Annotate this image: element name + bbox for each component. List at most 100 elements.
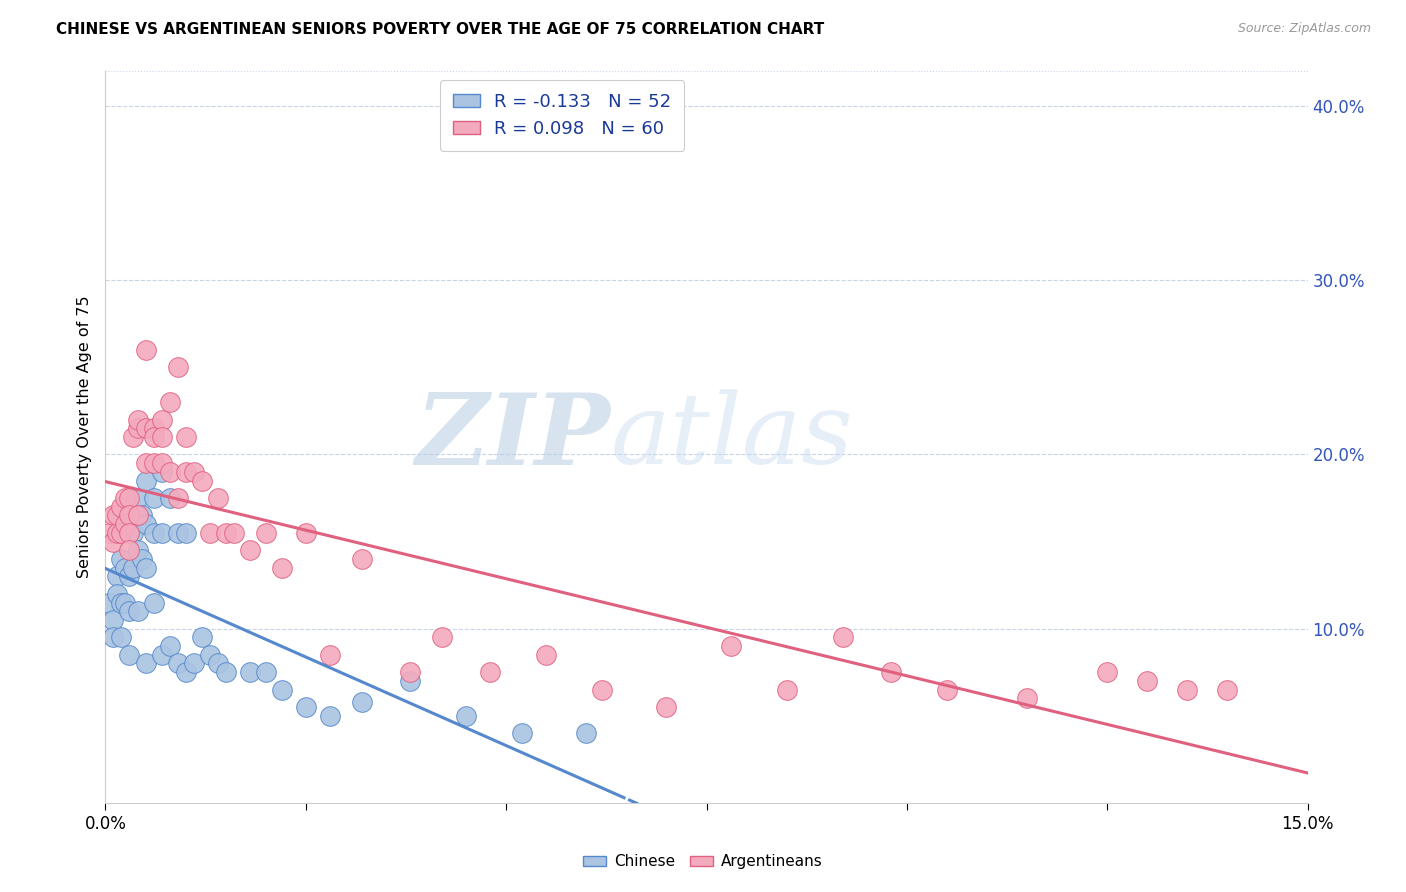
Point (107, 508, 129, 523)
Point (591, 682, 613, 697)
Point (114, 491, 136, 505)
Point (174, 465, 197, 479)
Point (127, 491, 149, 505)
Point (142, 491, 165, 505)
Point (122, 430, 145, 444)
Point (159, 465, 181, 479)
Point (166, 491, 188, 505)
Point (150, 648, 173, 662)
Point (107, 587, 129, 601)
Point (198, 525, 221, 540)
Point (135, 560, 157, 574)
Point (122, 525, 145, 540)
Point (880, 665, 903, 680)
Point (110, 552, 132, 566)
Point (655, 700, 678, 714)
Point (270, 560, 292, 574)
Point (114, 517, 136, 532)
Text: ZIP: ZIP (415, 389, 610, 485)
Point (118, 569, 141, 583)
Point (110, 631, 132, 645)
Point (198, 648, 221, 662)
Point (174, 665, 197, 680)
Point (166, 360, 188, 375)
Point (118, 604, 141, 618)
Point (720, 639, 742, 653)
Point (190, 474, 212, 488)
Point (510, 726, 533, 740)
Point (776, 682, 799, 697)
Point (430, 631, 453, 645)
Point (239, 543, 262, 558)
Point (142, 525, 165, 540)
Point (319, 708, 342, 723)
Point (135, 657, 157, 671)
Point (254, 665, 277, 680)
Point (254, 525, 277, 540)
Point (936, 682, 959, 697)
Point (114, 595, 136, 609)
Point (103, 534, 125, 549)
Point (575, 726, 598, 740)
Point (118, 543, 141, 558)
Point (183, 465, 205, 479)
Point (270, 682, 292, 697)
Point (159, 491, 181, 505)
Point (107, 525, 129, 540)
Point (103, 508, 125, 523)
Point (534, 648, 557, 662)
Point (142, 430, 165, 444)
Point (150, 412, 173, 426)
Point (114, 560, 136, 574)
Point (399, 665, 422, 680)
Point (142, 421, 165, 435)
Point (190, 631, 212, 645)
Point (174, 430, 197, 444)
Point (159, 395, 181, 409)
Point (1216, 682, 1239, 697)
Point (174, 525, 197, 540)
Point (118, 491, 141, 505)
Point (150, 465, 173, 479)
Point (831, 631, 853, 645)
Point (98, 525, 121, 540)
Point (135, 474, 157, 488)
Point (1177, 682, 1199, 697)
Point (207, 491, 229, 505)
Point (1136, 673, 1159, 688)
Point (454, 708, 477, 723)
Point (131, 508, 153, 523)
Point (214, 525, 236, 540)
Point (150, 525, 173, 540)
Point (479, 665, 502, 680)
Point (118, 525, 141, 540)
Point (142, 456, 165, 470)
Point (103, 631, 125, 645)
Point (127, 604, 149, 618)
Point (319, 648, 342, 662)
Point (135, 421, 157, 435)
Text: Source: ZipAtlas.com: Source: ZipAtlas.com (1237, 22, 1371, 36)
Point (150, 456, 173, 470)
Point (103, 613, 125, 627)
Point (127, 421, 149, 435)
Point (135, 517, 157, 532)
Point (127, 508, 149, 523)
Point (118, 525, 141, 540)
Point (122, 560, 145, 574)
Point (150, 430, 173, 444)
Point (127, 543, 149, 558)
Point (135, 456, 157, 470)
Point (118, 648, 141, 662)
Point (142, 595, 165, 609)
Point (207, 657, 229, 671)
Y-axis label: Seniors Poverty Over the Age of 75: Seniors Poverty Over the Age of 75 (76, 296, 91, 578)
Point (222, 525, 245, 540)
Legend: Chinese, Argentineans: Chinese, Argentineans (578, 848, 828, 875)
Point (183, 657, 205, 671)
Point (350, 552, 373, 566)
Point (110, 595, 132, 609)
Point (350, 695, 373, 709)
Point (295, 525, 318, 540)
Legend: R = -0.133   N = 52, R = 0.098   N = 60: R = -0.133 N = 52, R = 0.098 N = 60 (440, 80, 685, 151)
